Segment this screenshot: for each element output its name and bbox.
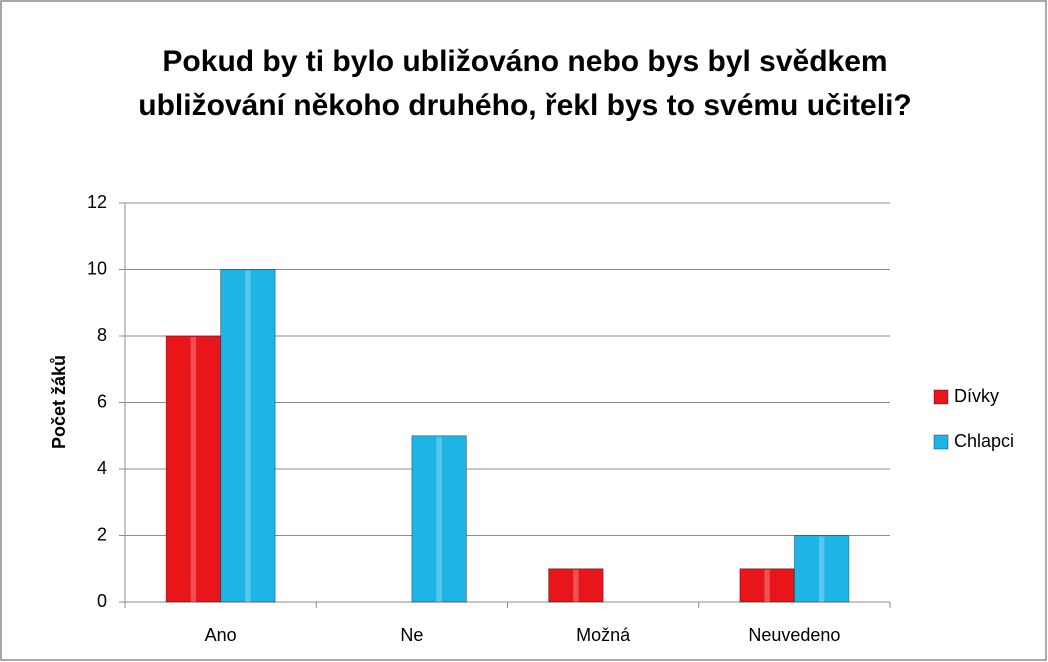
x-tick-label: Možná [576, 625, 631, 645]
chart-title: Pokud by ti bylo ubližováno nebo bys byl… [138, 45, 912, 122]
x-tick-label: Neuvedeno [748, 625, 840, 645]
legend-label: Chlapci [954, 431, 1014, 451]
bar [739, 568, 795, 603]
bar-highlight [573, 569, 579, 602]
bar-highlight [190, 337, 197, 602]
bar-highlight [245, 270, 251, 602]
y-tick-label: 6 [97, 391, 107, 411]
y-axis-label: Počet žáků [49, 355, 69, 449]
y-tick-label: 4 [97, 458, 107, 478]
legend-swatch [933, 389, 949, 405]
bar [165, 335, 222, 603]
x-tick-label: Ano [205, 625, 237, 645]
bar-highlight [764, 569, 770, 602]
y-tick-label: 12 [87, 192, 107, 212]
bar-highlight [818, 536, 825, 602]
bar-highlight [436, 436, 442, 602]
y-tick-label: 2 [97, 524, 107, 544]
bar [548, 568, 604, 603]
y-tick-label: 10 [87, 258, 107, 278]
y-tick-label: 8 [97, 325, 107, 345]
bar [220, 269, 276, 603]
bar [793, 535, 850, 603]
legend-label: Dívky [954, 386, 999, 406]
legend-swatch [933, 434, 949, 450]
y-tick-label: 0 [97, 591, 107, 611]
bar [411, 435, 467, 603]
x-tick-label: Ne [400, 625, 423, 645]
